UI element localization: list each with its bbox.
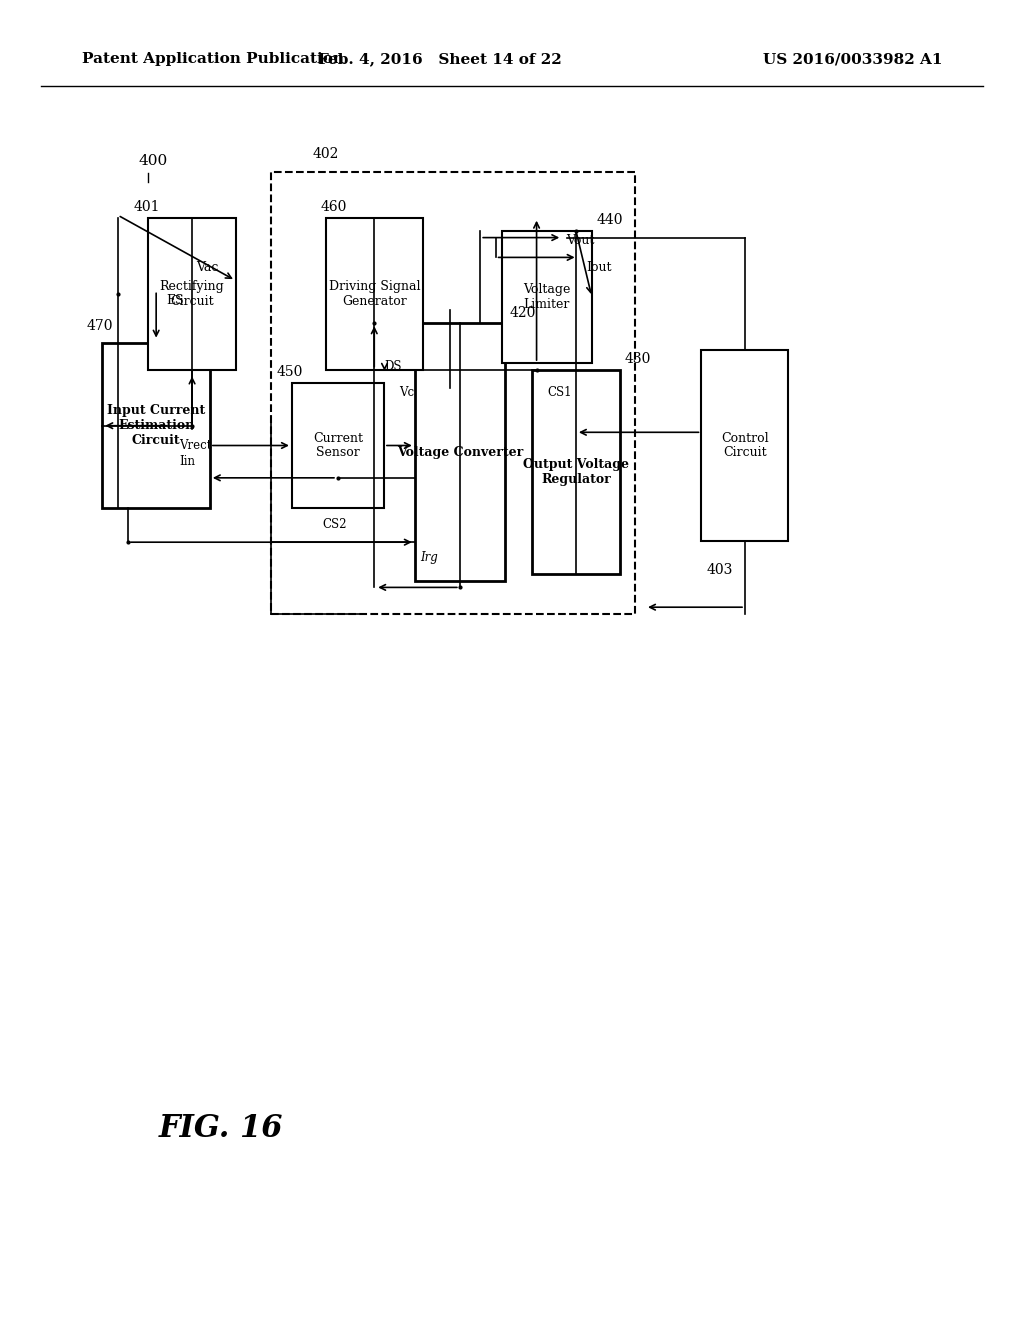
Text: CS1: CS1 (548, 385, 572, 399)
Text: Vac: Vac (197, 260, 219, 273)
Text: Vout: Vout (566, 234, 595, 247)
Text: 400: 400 (138, 154, 168, 168)
FancyBboxPatch shape (532, 370, 620, 574)
Text: Feb. 4, 2016   Sheet 14 of 22: Feb. 4, 2016 Sheet 14 of 22 (318, 53, 562, 66)
Text: 401: 401 (133, 201, 160, 214)
Text: FIG. 16: FIG. 16 (159, 1113, 284, 1144)
Text: 402: 402 (312, 148, 339, 161)
Text: Irg: Irg (420, 550, 437, 564)
Text: Voltage
Limiter: Voltage Limiter (523, 282, 570, 312)
FancyBboxPatch shape (102, 343, 210, 508)
Text: Patent Application Publication: Patent Application Publication (82, 53, 344, 66)
Text: 430: 430 (625, 352, 651, 366)
FancyBboxPatch shape (502, 231, 592, 363)
Text: 450: 450 (276, 366, 303, 379)
Text: Current
Sensor: Current Sensor (313, 432, 362, 459)
Text: Output Voltage
Regulator: Output Voltage Regulator (523, 458, 629, 486)
FancyBboxPatch shape (415, 323, 505, 581)
FancyBboxPatch shape (148, 218, 236, 370)
Text: Rectifying
Circuit: Rectifying Circuit (160, 280, 224, 308)
Text: Driving Signal
Generator: Driving Signal Generator (329, 280, 420, 308)
Text: 440: 440 (597, 214, 624, 227)
Text: Vc: Vc (399, 385, 415, 399)
Text: CS2: CS2 (323, 517, 347, 531)
FancyBboxPatch shape (326, 218, 423, 370)
Text: US 2016/0033982 A1: US 2016/0033982 A1 (763, 53, 942, 66)
Text: 420: 420 (510, 306, 537, 319)
Text: 460: 460 (321, 201, 347, 214)
Text: Vrect: Vrect (179, 438, 212, 451)
Text: Control
Circuit: Control Circuit (721, 432, 769, 459)
Text: 470: 470 (87, 319, 114, 333)
Text: ES: ES (166, 293, 184, 306)
Text: Voltage Converter: Voltage Converter (396, 446, 523, 458)
FancyBboxPatch shape (292, 383, 384, 508)
Text: DS: DS (384, 359, 401, 372)
Text: Iin: Iin (179, 454, 196, 467)
Text: 403: 403 (707, 564, 733, 577)
FancyBboxPatch shape (701, 350, 788, 541)
Text: Iout: Iout (587, 260, 612, 273)
Text: Input Current
Estimation
Circuit: Input Current Estimation Circuit (108, 404, 205, 447)
